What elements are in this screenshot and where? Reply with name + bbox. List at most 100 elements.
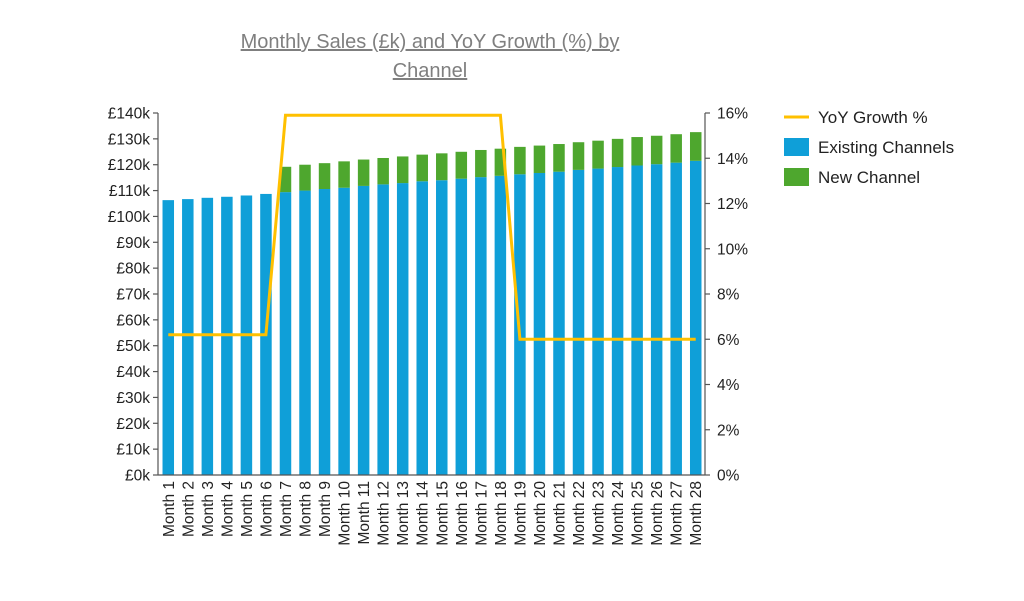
right-y-tick-label: 0% xyxy=(717,468,740,485)
bar-existing-channels-14 xyxy=(416,181,428,475)
bar-existing-channels-13 xyxy=(396,183,409,475)
yoy-growth-line xyxy=(168,113,696,341)
bar-existing-channels-11 xyxy=(357,185,370,475)
bar-new-channel-15 xyxy=(436,153,448,181)
x-tick-label: Month 22 xyxy=(571,481,588,546)
bar-existing-channels-23 xyxy=(592,168,604,476)
legend-item-new-channel: New Channel xyxy=(784,168,920,187)
left-y-tick-label: £60k xyxy=(116,312,150,329)
x-tick-label: Month 26 xyxy=(649,481,666,546)
x-tick-label: Month 18 xyxy=(493,481,510,546)
bar-existing-channels-18 xyxy=(494,175,507,475)
right-y-tick-label: 10% xyxy=(717,241,748,258)
bar-existing-channels-26 xyxy=(650,164,663,475)
left-y-tick-label: £100k xyxy=(108,209,150,226)
left-y-tick-label: £90k xyxy=(116,235,150,252)
left-y-tick-label: £140k xyxy=(108,106,150,123)
yoy-line-group xyxy=(168,113,696,341)
chart-title-line-2: Channel xyxy=(393,60,468,82)
bar-new-channel-9 xyxy=(318,163,331,190)
bar-existing-channels-8 xyxy=(299,190,311,476)
x-tick-label: Month 8 xyxy=(298,481,315,537)
x-tick-label: Month 2 xyxy=(180,481,197,537)
x-tick-label: Month 14 xyxy=(415,481,432,546)
left-y-tick-label: £50k xyxy=(116,338,150,355)
x-tick-label: Month 17 xyxy=(473,481,490,546)
right-y-tick-label: 14% xyxy=(717,151,748,168)
bars-group xyxy=(162,132,702,476)
bar-existing-channels-9 xyxy=(318,189,331,475)
bar-existing-channels-21 xyxy=(553,171,565,475)
legend: YoY Growth % Existing Channels New Channel xyxy=(784,108,954,187)
bar-new-channel-17 xyxy=(475,149,487,178)
bar-existing-channels-15 xyxy=(436,180,448,475)
bar-existing-channels-12 xyxy=(377,184,389,475)
bar-new-channel-20 xyxy=(533,145,546,173)
bar-new-channel-8 xyxy=(299,164,311,191)
chart-title-line-1: Monthly Sales (£k) and YoY Growth (%) by xyxy=(241,31,620,53)
x-tick-label: Month 23 xyxy=(591,481,608,546)
x-tick-label: Month 19 xyxy=(512,481,529,546)
x-tick-label: Month 12 xyxy=(376,481,393,546)
legend-color-swatch xyxy=(784,168,809,186)
bar-existing-channels-16 xyxy=(455,178,468,476)
left-y-tick-label: £130k xyxy=(108,131,150,148)
legend-item-existing-channels: Existing Channels xyxy=(784,138,954,157)
x-tick-label: Month 11 xyxy=(356,481,373,544)
left-y-tick-label: £80k xyxy=(116,261,150,278)
x-tick-label: Month 3 xyxy=(200,481,217,537)
legend-color-swatch xyxy=(784,138,809,156)
x-tick-label: Month 5 xyxy=(239,481,256,537)
x-tick-label: Month 24 xyxy=(610,481,627,546)
left-y-tick-label: £120k xyxy=(108,157,150,174)
left-y-tick-label: £0k xyxy=(125,468,150,485)
bar-new-channel-12 xyxy=(377,157,389,185)
bar-new-channel-19 xyxy=(514,146,526,175)
x-tick-label: Month 6 xyxy=(258,481,275,537)
x-tick-label: Month 28 xyxy=(688,481,705,546)
bar-new-channel-18 xyxy=(494,148,507,176)
x-tick-label: Month 16 xyxy=(454,481,471,546)
legend-label: Existing Channels xyxy=(818,138,954,157)
left-y-tick-label: £70k xyxy=(116,287,150,304)
right-y-tick-label: 12% xyxy=(717,196,748,213)
x-tick-label: Month 21 xyxy=(551,481,568,546)
bar-new-channel-16 xyxy=(455,151,468,179)
axes-group: £0k £10k £20k £30k £40k £50k £60k £70k £80k £90k £… xyxy=(108,106,748,546)
bar-existing-channels-28 xyxy=(689,160,702,476)
right-y-tick-label: 6% xyxy=(717,332,740,349)
right-y-tick-label: 16% xyxy=(717,106,748,123)
bar-existing-channels-20 xyxy=(533,172,546,475)
x-tick-label: Month 20 xyxy=(532,481,549,546)
right-y-tick-label: 4% xyxy=(717,377,740,394)
x-tick-label: Month 1 xyxy=(161,481,178,537)
x-tick-label: Month 25 xyxy=(630,481,647,546)
x-tick-label: Month 15 xyxy=(434,481,451,546)
left-y-tick-label: £20k xyxy=(116,416,150,433)
bar-new-channel-11 xyxy=(357,159,370,186)
bar-new-channel-25 xyxy=(631,137,643,166)
left-y-tick-label: £30k xyxy=(116,390,150,407)
legend-label: New Channel xyxy=(818,168,920,187)
x-tick-label: Month 7 xyxy=(278,481,295,537)
x-tick-label: Month 10 xyxy=(337,481,354,546)
bar-new-channel-13 xyxy=(396,156,409,184)
bar-existing-channels-17 xyxy=(475,177,487,475)
left-y-tick-label: £40k xyxy=(116,364,150,381)
bar-existing-channels-25 xyxy=(631,165,643,476)
left-y-tick-label: £10k xyxy=(116,442,150,459)
bar-existing-channels-1 xyxy=(162,200,175,476)
bar-existing-channels-3 xyxy=(201,197,214,475)
bar-new-channel-24 xyxy=(611,138,624,168)
left-y-tick-label: £110k xyxy=(109,183,150,200)
bar-existing-channels-22 xyxy=(572,169,585,475)
bar-existing-channels-24 xyxy=(611,167,624,475)
right-y-tick-label: 8% xyxy=(717,287,740,304)
x-tick-label: Month 13 xyxy=(395,481,412,546)
bar-existing-channels-7 xyxy=(279,192,292,475)
x-tick-label: Month 4 xyxy=(219,481,236,537)
bar-new-channel-21 xyxy=(553,144,565,172)
bar-existing-channels-27 xyxy=(670,162,682,475)
bar-existing-channels-2 xyxy=(182,199,194,475)
